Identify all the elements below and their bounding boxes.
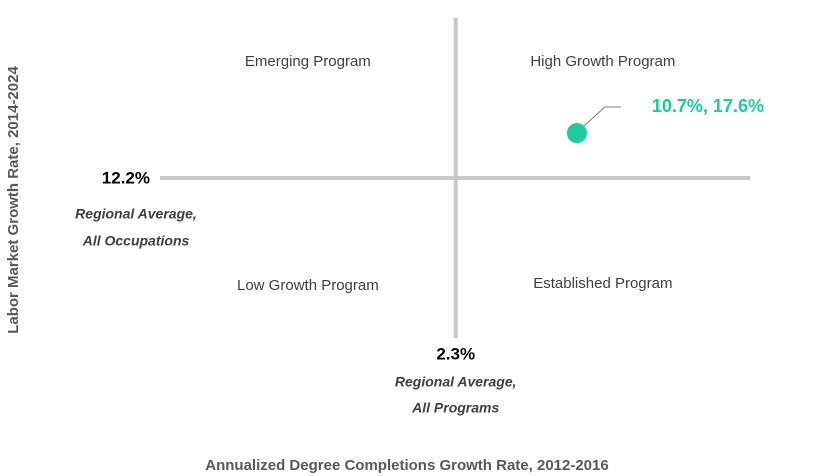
data-label: 10.7%, 17.6% (652, 96, 764, 116)
point (566, 123, 587, 143)
reference-caption: All Occupations (82, 233, 190, 249)
reference-label: 2.3% (436, 344, 475, 363)
quadrant-label: Emerging Program (245, 53, 371, 70)
reference-caption: Regional Average, (75, 206, 197, 222)
quadrant-label: Low Growth Program (237, 277, 379, 294)
x-axis-label: Annualized Degree Completions Growth Rat… (205, 457, 608, 474)
y-axis-label: Labor Market Growth Rate, 2014-2024 (5, 66, 22, 334)
quadrant-label: Established Program (533, 275, 672, 292)
reference-caption: Regional Average, (395, 374, 517, 390)
quadrant-label: High Growth Program (530, 53, 675, 70)
leader-line (582, 106, 621, 128)
reference-caption: All Programs (411, 400, 499, 416)
reference-label: 12.2% (102, 168, 150, 187)
